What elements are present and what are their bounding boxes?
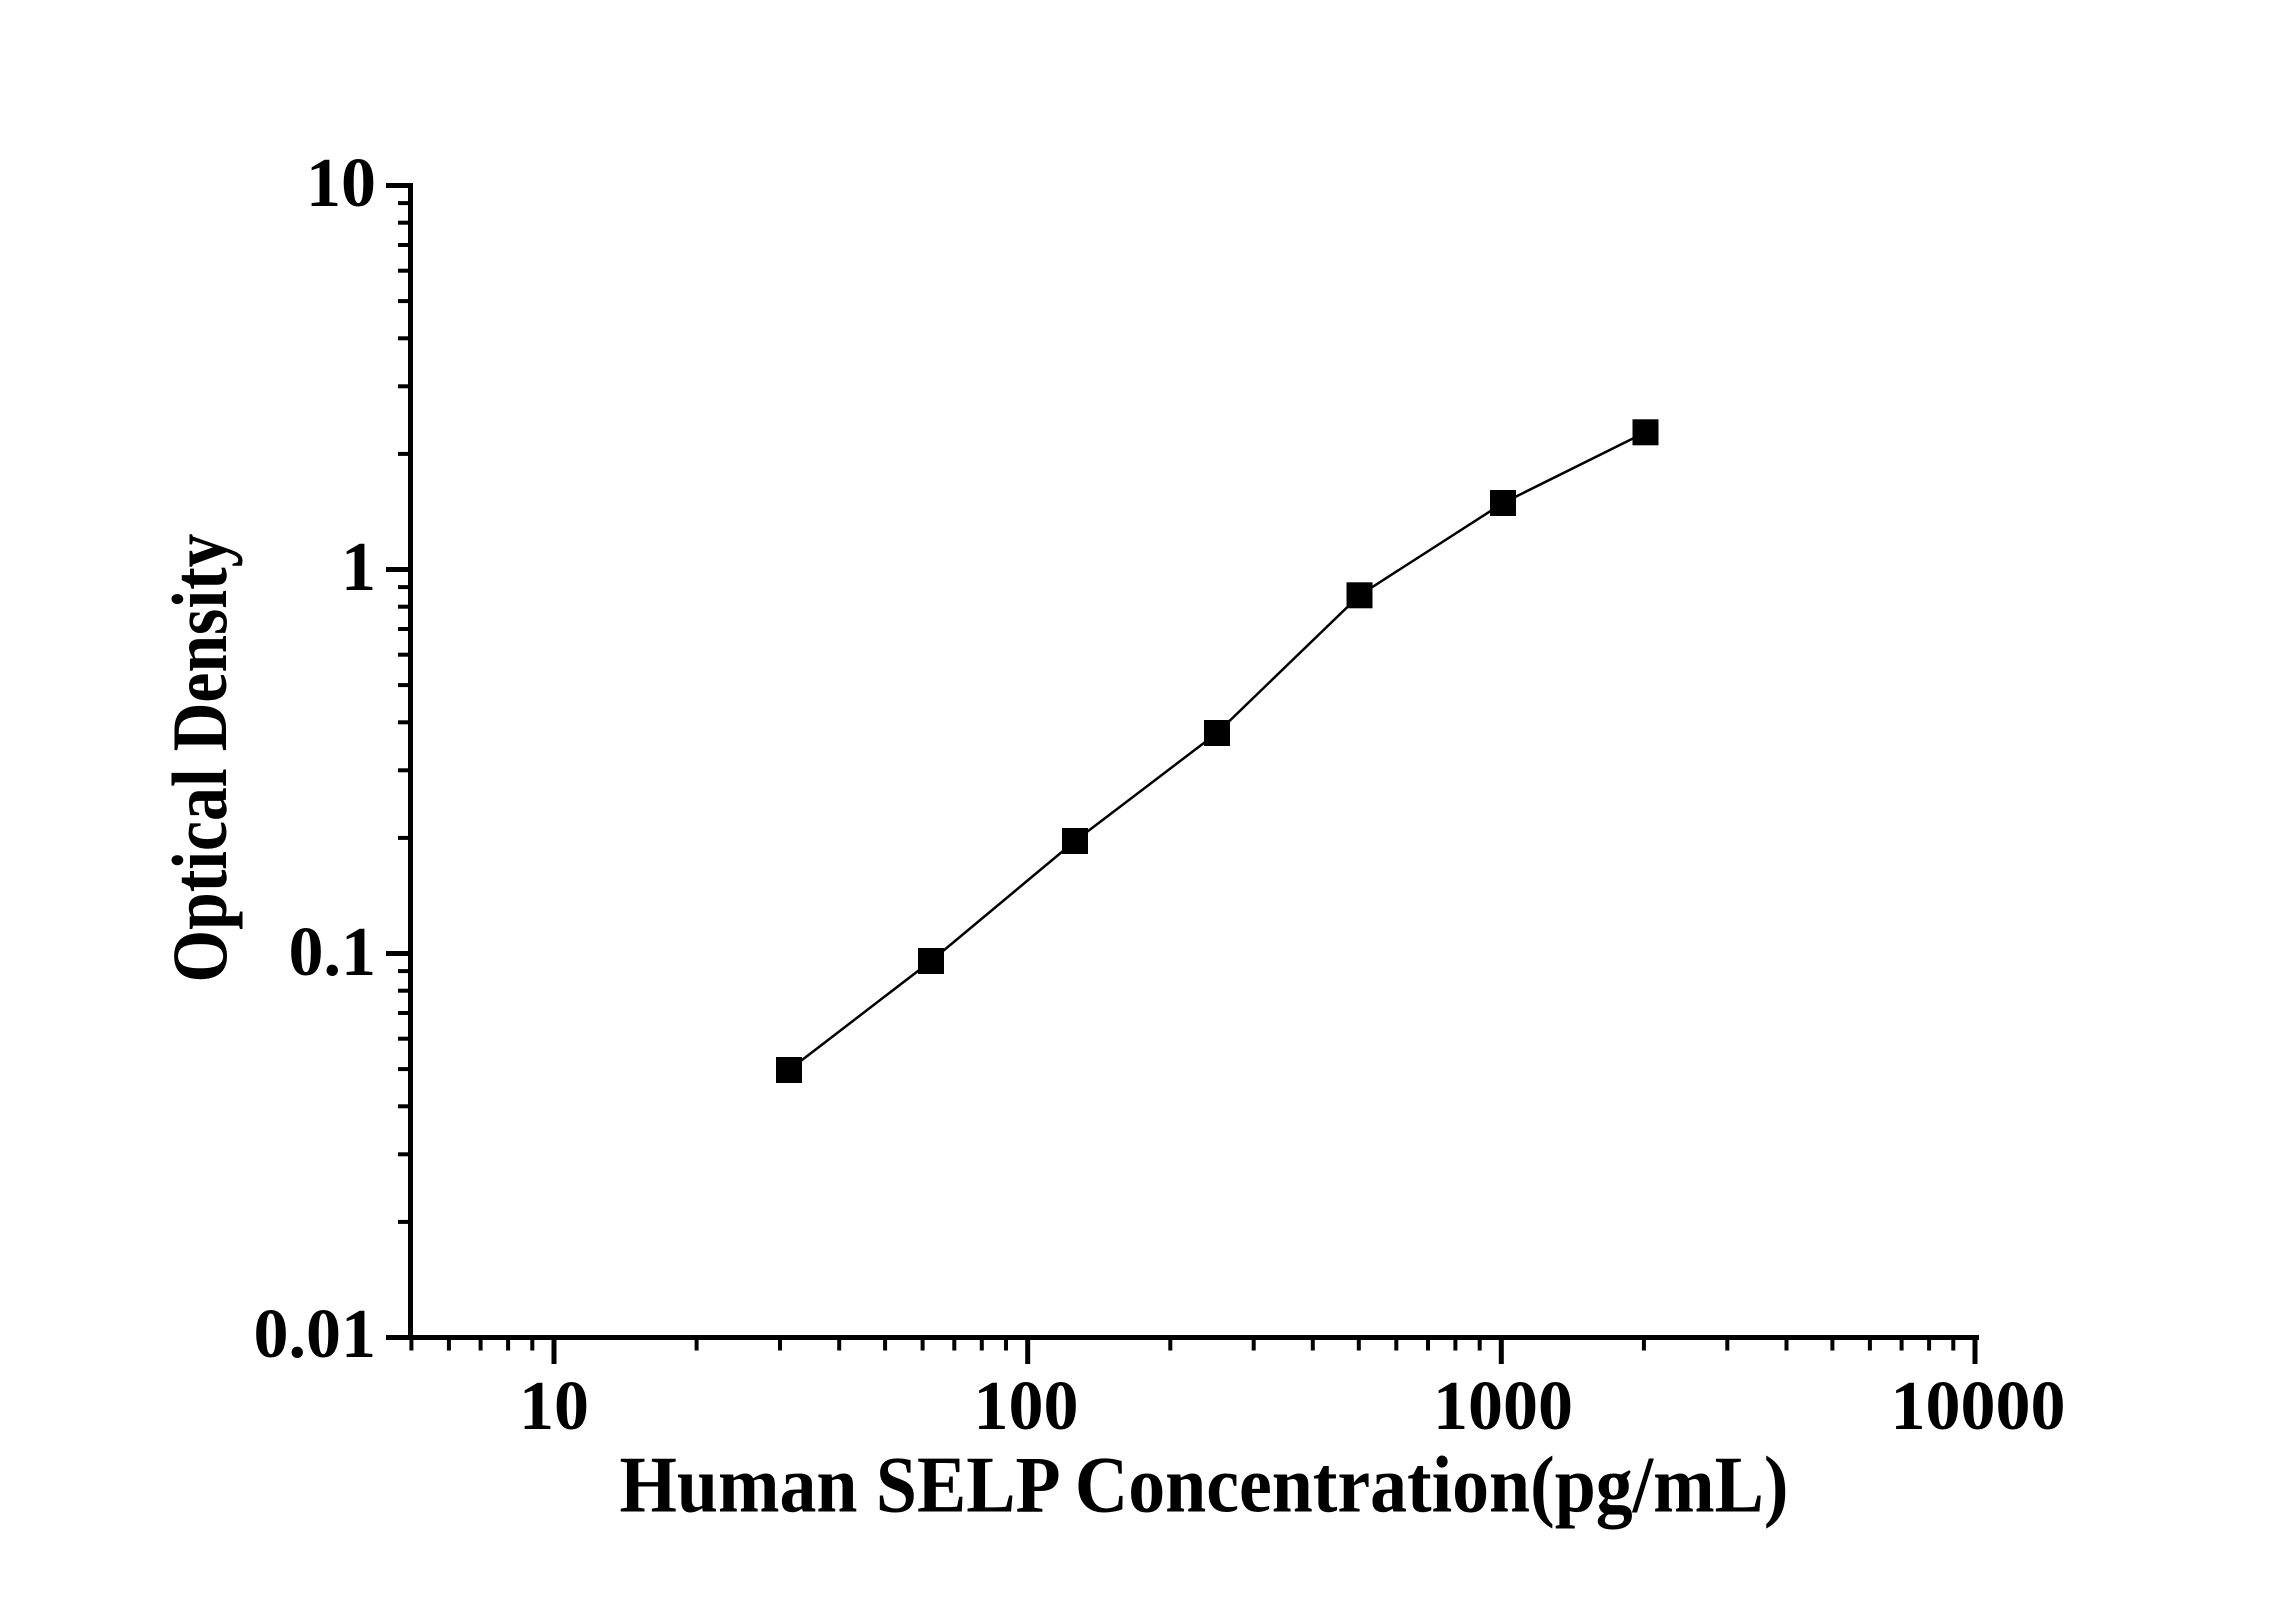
svg-text:100: 100 [974,1368,1079,1445]
svg-text:Optical Density: Optical Density [156,534,243,983]
svg-text:0.1: 0.1 [289,914,377,991]
svg-text:10: 10 [306,145,376,222]
svg-text:Human SELP Concentration(pg/mL: Human SELP Concentration(pg/mL) [620,1442,1789,1530]
svg-text:0.01: 0.01 [254,1296,377,1373]
svg-text:10000: 10000 [1891,1368,2066,1445]
svg-text:1: 1 [341,529,376,606]
svg-text:10: 10 [519,1368,589,1445]
svg-text:1000: 1000 [1433,1368,1573,1445]
